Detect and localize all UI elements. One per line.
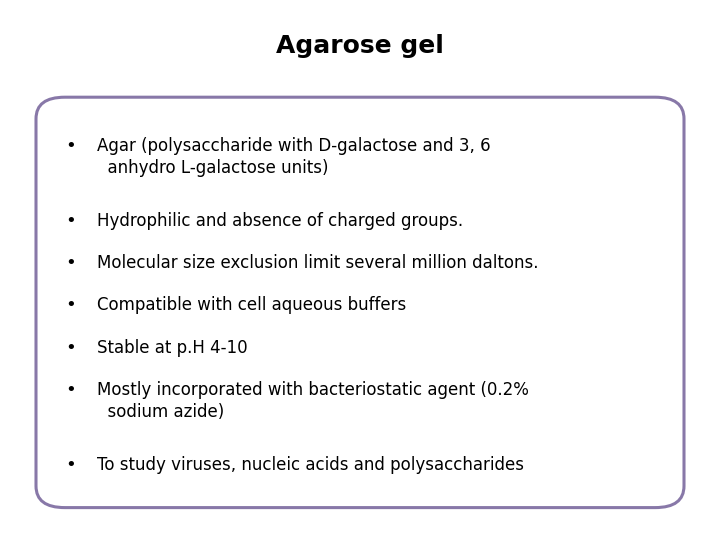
Text: Molecular size exclusion limit several million daltons.: Molecular size exclusion limit several m… [97, 254, 539, 272]
Text: •: • [65, 137, 76, 155]
Text: Stable at p.H 4-10: Stable at p.H 4-10 [97, 339, 248, 357]
FancyBboxPatch shape [36, 97, 684, 508]
Text: •: • [65, 296, 76, 314]
Text: •: • [65, 456, 76, 474]
Text: •: • [65, 212, 76, 230]
Text: Agarose gel: Agarose gel [276, 34, 444, 58]
Text: •: • [65, 339, 76, 357]
Text: Mostly incorporated with bacteriostatic agent (0.2%
  sodium azide): Mostly incorporated with bacteriostatic … [97, 381, 529, 421]
Text: •: • [65, 381, 76, 399]
Text: •: • [65, 254, 76, 272]
Text: Hydrophilic and absence of charged groups.: Hydrophilic and absence of charged group… [97, 212, 464, 230]
Text: Compatible with cell aqueous buffers: Compatible with cell aqueous buffers [97, 296, 407, 314]
Text: Agar (polysaccharide with D-galactose and 3, 6
  anhydro L-galactose units): Agar (polysaccharide with D-galactose an… [97, 137, 491, 178]
Text: To study viruses, nucleic acids and polysaccharides: To study viruses, nucleic acids and poly… [97, 456, 524, 474]
